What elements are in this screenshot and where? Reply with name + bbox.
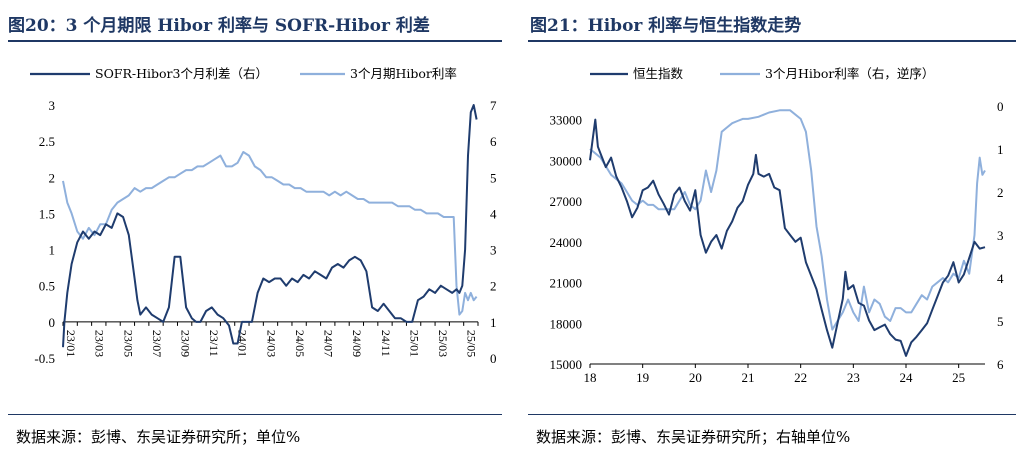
legend-item-0: 恒生指数 xyxy=(590,66,684,81)
legend-label: 恒生指数 xyxy=(633,66,684,81)
y-right-tick-label: 0 xyxy=(490,351,497,366)
x-tick-label: 21 xyxy=(742,370,755,385)
y-right-tick-label: 2 xyxy=(997,185,1004,200)
legend-item-1: 3个月期Hibor利率 xyxy=(300,66,457,81)
left-chart: SOFR-Hibor3个月利差（右） 3个月期Hibor利率 23/01 23/03 2… xyxy=(30,66,497,366)
y-right-tick-label: 1 xyxy=(997,142,1004,157)
y-right-tick-label: 5 xyxy=(997,314,1004,329)
x-tick-label: 20 xyxy=(689,370,702,385)
x-tick-label: 23/01 xyxy=(64,330,78,357)
y-right-tick-label: 2 xyxy=(490,279,497,294)
x-tick-label: 25/05 xyxy=(465,330,479,357)
y-right-tick-label: 7 xyxy=(490,98,497,113)
y-right-tick-label: 3 xyxy=(997,228,1004,243)
y-left-tick-label: 18000 xyxy=(550,316,583,331)
y-left-tick-label: 21000 xyxy=(550,276,583,291)
x-tick-label: 23/07 xyxy=(150,330,164,357)
x-tick-label: 22 xyxy=(794,370,807,385)
x-tick-label: 24/09 xyxy=(350,330,364,357)
x-tick-label: 24/05 xyxy=(293,330,307,357)
x-tick-label: 25/03 xyxy=(436,330,450,357)
series-line-1 xyxy=(589,109,986,331)
legend-item-1: 3个月Hibor利率（右，逆序） xyxy=(720,66,934,81)
left-chart-title: 图20：3 个月期限 Hibor 利率与 SOFR-Hibor 利差 xyxy=(8,16,430,36)
legend-item-0: SOFR-Hibor3个月利差（右） xyxy=(30,66,268,81)
right-title-rule xyxy=(528,40,1016,42)
y-left-tick-label: 2 xyxy=(49,170,56,185)
x-tick-label: 25/01 xyxy=(407,330,421,357)
right-chart-title: 图21：Hibor 利率与恒生指数走势 xyxy=(530,16,802,36)
y-right-tick-label: 1 xyxy=(490,315,497,330)
series-line-1 xyxy=(62,151,478,316)
y-left-tick-label: 0 xyxy=(49,315,56,330)
x-tick-label: 24/11 xyxy=(379,330,393,357)
y-right-tick-label: 4 xyxy=(997,271,1004,286)
x-tick-label: 23/11 xyxy=(207,330,221,357)
right-source-note: 数据来源：彭博、东吴证券研究所；右轴单位% xyxy=(536,428,851,446)
y-right-tick-label: 4 xyxy=(490,206,497,221)
y-left-tick-label: -0.5 xyxy=(34,351,55,366)
x-tick-label: 25 xyxy=(952,370,965,385)
y-left-tick-label: 1.5 xyxy=(39,206,55,221)
series-line-0 xyxy=(62,104,478,348)
x-tick-label: 24/03 xyxy=(264,330,278,357)
legend-label: SOFR-Hibor3个月利差（右） xyxy=(95,66,268,81)
y-right-tick-label: 6 xyxy=(997,357,1004,372)
x-tick-label: 23/09 xyxy=(178,330,192,357)
y-right-tick-label: 0 xyxy=(997,99,1004,114)
y-left-tick-label: 33000 xyxy=(550,113,583,128)
y-left-tick-label: 24000 xyxy=(550,235,583,250)
y-left-tick-label: 3 xyxy=(49,98,56,113)
legend-label: 3个月期Hibor利率 xyxy=(350,66,457,81)
x-tick-label: 18 xyxy=(584,370,597,385)
series-line-0 xyxy=(589,118,986,357)
x-tick-label: 24 xyxy=(900,370,914,385)
x-tick-label: 19 xyxy=(636,370,649,385)
right-footer-rule xyxy=(528,414,1016,415)
left-title-rule xyxy=(8,40,502,42)
y-left-tick-label: 1 xyxy=(49,243,56,258)
x-tick-label: 23 xyxy=(847,370,860,385)
left-footer-rule xyxy=(8,414,502,415)
y-right-tick-label: 6 xyxy=(490,134,497,149)
left-source-note: 数据来源：彭博、东吴证券研究所；单位% xyxy=(16,428,301,446)
legend-label: 3个月Hibor利率（右，逆序） xyxy=(765,66,934,81)
y-left-tick-label: 30000 xyxy=(550,153,583,168)
y-left-tick-label: 2.5 xyxy=(39,134,55,149)
x-tick-label: 23/03 xyxy=(93,330,107,357)
x-tick-label: 23/05 xyxy=(121,330,135,357)
y-left-tick-label: 0.5 xyxy=(39,279,55,294)
y-right-tick-label: 5 xyxy=(490,170,497,185)
y-left-tick-label: 15000 xyxy=(550,357,583,372)
y-left-tick-label: 27000 xyxy=(550,194,583,209)
right-chart: 恒生指数 3个月Hibor利率（右，逆序）18 19 20 21 22 23 24 251500… xyxy=(550,66,1005,385)
x-tick-label: 24/07 xyxy=(322,330,336,357)
y-right-tick-label: 3 xyxy=(490,243,497,258)
